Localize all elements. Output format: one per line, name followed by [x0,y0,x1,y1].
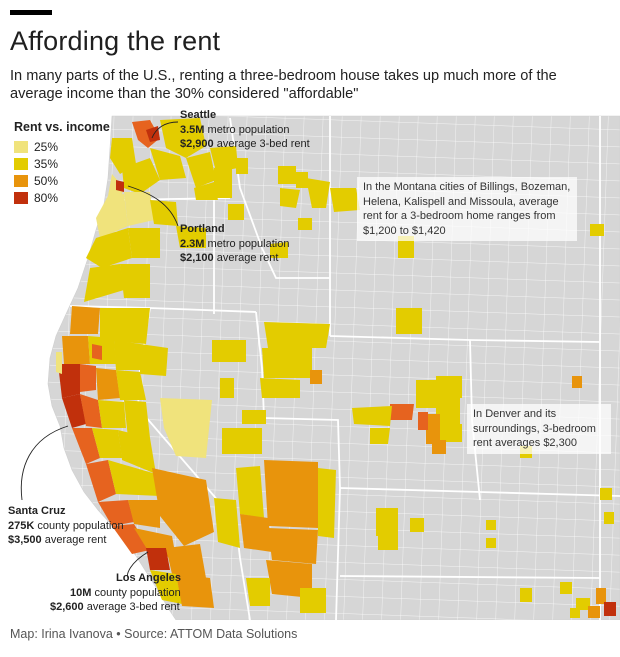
legend-item: 35% [14,155,110,172]
legend-swatch-35 [14,157,28,170]
page-subtitle: In many parts of the U.S., renting a thr… [10,68,557,102]
callout-rent: $2,900 [180,138,214,150]
note-denver: In Denver and its surroundings, 3-bedroo… [467,404,611,454]
legend-label: 50% [34,173,59,188]
callout-city-name: Portland [180,223,225,235]
legend: Rent vs. income 25% 35% 50% 80% [14,120,110,206]
callout-population: 275K [8,519,35,532]
callout-population-label: metro population [204,123,290,136]
callout-city-name: Seattle [180,109,217,121]
oregon-counties [84,180,206,302]
legend-title: Rent vs. income [14,120,110,134]
legend-label: 35% [34,156,59,171]
header-accent-bar [10,10,52,15]
interior-counties [140,322,336,613]
callout-population: 2.3M [180,237,205,250]
callout-population-label: metro population [204,237,290,250]
callout-seattle: Seattle 3.5M metro population $2,900 ave… [180,108,310,152]
callout-santa-cruz: Santa Cruz 275K county population $3,500… [8,504,124,548]
callout-rent: $3,500 [8,534,42,546]
callout-rent-label: average 3-bed rent [213,138,310,150]
callout-population-label: county population [34,519,124,532]
legend-label: 25% [34,139,59,154]
note-montana: In the Montana cities of Billings, Bozem… [357,177,577,241]
callout-rent-label: average 3-bed rent [83,601,180,613]
legend-swatch-25 [14,140,28,153]
county-map [20,115,620,620]
callout-city-name: Santa Cruz [8,505,66,517]
callout-rent: $2,100 [180,252,214,264]
legend-item: 80% [14,189,110,206]
source-credit: Map: Irina Ivanova • Source: ATTOM Data … [10,627,298,641]
callout-rent-label: average rent [213,252,279,264]
callout-city-name: Los Angeles [116,572,181,584]
callout-rent-label: average rent [41,534,107,546]
callout-leaders [20,121,179,579]
legend-swatch-80 [14,191,28,204]
legend-item: 50% [14,172,110,189]
legend-swatch-50 [14,174,28,187]
callout-population: 10M [70,586,92,599]
northern-counties [214,158,604,334]
callout-portland: Portland 2.3M metro population $2,100 av… [180,222,289,266]
callout-los-angeles: Los Angeles 10M county population $2,600… [50,571,181,615]
legend-item: 25% [14,138,110,155]
colorado-counties [352,376,462,454]
southern-counties [376,376,616,618]
callout-rent: $2,600 [50,601,84,613]
california-counties [56,306,214,608]
page-title: Affording the rent [10,26,221,56]
legend-label: 80% [34,190,59,205]
callout-population-label: county population [91,586,181,599]
callout-population: 3.5M [180,123,205,136]
